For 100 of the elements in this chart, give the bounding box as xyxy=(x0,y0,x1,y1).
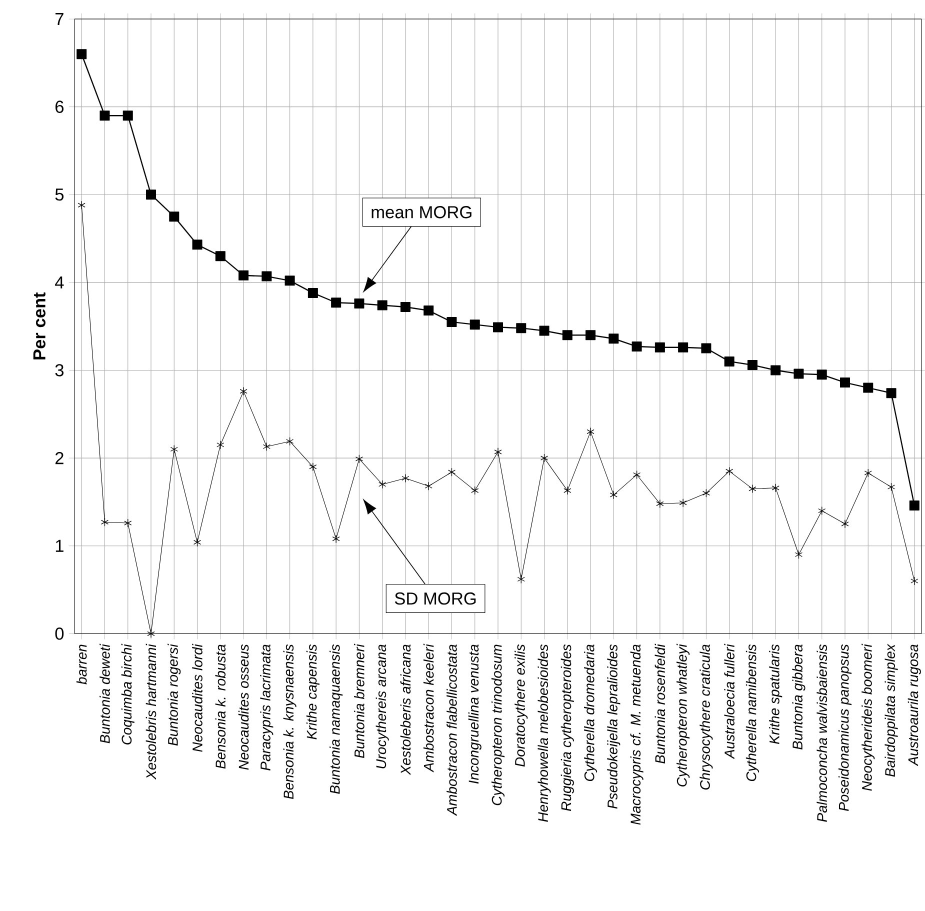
x-tick-label: Cytheropteron trinodosum xyxy=(491,644,505,806)
point xyxy=(424,482,432,490)
point xyxy=(610,490,618,500)
point xyxy=(471,486,479,495)
point xyxy=(841,520,849,528)
point xyxy=(724,356,734,366)
point xyxy=(193,538,202,547)
point xyxy=(378,480,386,489)
point xyxy=(377,300,388,310)
x-tick-label: Bensonia k. knysnaensis xyxy=(283,644,296,800)
point xyxy=(910,576,918,586)
point xyxy=(816,370,827,380)
point xyxy=(864,468,872,478)
point xyxy=(516,323,526,334)
y-tick-label: 4 xyxy=(55,276,64,288)
point xyxy=(564,486,572,495)
y-tick-label: 2 xyxy=(56,452,64,464)
point xyxy=(355,454,363,464)
x-tick-label: Neocaudites osseus xyxy=(238,644,249,770)
point xyxy=(794,550,803,559)
point xyxy=(170,444,178,454)
point xyxy=(470,320,480,330)
point xyxy=(354,298,364,309)
x-tick-label: Bensonia k. robusta xyxy=(215,644,226,769)
point xyxy=(122,110,133,121)
point xyxy=(402,474,410,483)
point xyxy=(309,462,317,472)
point xyxy=(78,200,86,210)
x-tick-label: Doratocythere exilis xyxy=(514,644,528,767)
y-tick-label: 6 xyxy=(56,100,64,113)
point xyxy=(100,518,109,526)
x-tick-label: Neocaudites lordi xyxy=(192,644,202,752)
point xyxy=(100,110,110,121)
point xyxy=(909,500,920,510)
point xyxy=(286,437,294,446)
point xyxy=(169,212,180,222)
point xyxy=(770,365,781,376)
point xyxy=(539,326,550,336)
x-tick-label: Austroaurila rugosa xyxy=(908,644,921,766)
point xyxy=(308,288,318,298)
point xyxy=(772,484,780,492)
point xyxy=(701,343,712,354)
x-tick-label: Bairdoppilata simplex xyxy=(884,644,898,777)
point xyxy=(494,448,502,456)
x-tick-label: barren xyxy=(76,644,87,684)
point xyxy=(192,240,202,250)
x-tick-label: Neocytherideis boomeri xyxy=(862,644,875,791)
y-axis-title: Per cent xyxy=(33,292,46,360)
point xyxy=(608,334,619,344)
x-tick-label: Ambostracon flabellicostata xyxy=(446,644,457,816)
annotation: SD MORG xyxy=(394,592,476,605)
point xyxy=(654,342,665,352)
x-tick-label: Xestolebris hartmanni xyxy=(146,644,156,780)
x-tick-label: Incongruellina venusta xyxy=(468,644,482,784)
point xyxy=(726,466,734,476)
x-tick-label: Henryhowella melobesioides xyxy=(538,644,551,822)
point xyxy=(656,499,664,508)
x-tick-label: Xestoleberis africana xyxy=(400,644,411,776)
point xyxy=(586,330,596,340)
x-tick-label: Pseudokeijella lepralioides xyxy=(607,644,620,809)
x-tick-label: Buntonia rosenfeldi xyxy=(654,644,666,764)
point xyxy=(886,388,896,398)
point xyxy=(887,482,896,492)
x-tick-label: Cytherella dromedaria xyxy=(584,644,598,782)
point xyxy=(331,298,342,308)
point xyxy=(332,534,340,544)
x-tick-label: Buntonia bremneri xyxy=(354,644,364,758)
point xyxy=(562,330,572,340)
point xyxy=(448,468,456,476)
point xyxy=(633,470,641,480)
point xyxy=(262,442,270,451)
x-tick-label: Coquimba birchi xyxy=(121,644,134,744)
point xyxy=(678,342,688,352)
point xyxy=(284,276,295,286)
point xyxy=(215,251,226,262)
x-tick-label: Urocythereis arcana xyxy=(376,644,389,768)
x-tick-label: Cytheropteron whatleyi xyxy=(676,644,690,786)
point xyxy=(76,49,87,60)
y-tick-label: 3 xyxy=(55,364,64,376)
point xyxy=(238,270,249,280)
x-tick-label: Palmoconcha walvisbaiensis xyxy=(816,644,828,822)
point xyxy=(124,518,132,528)
x-tick-label: Ruggieria cytheropteroides xyxy=(560,644,574,811)
point xyxy=(540,454,548,462)
point xyxy=(748,484,756,494)
point xyxy=(146,190,156,200)
point xyxy=(840,378,850,388)
y-tick-label: 0 xyxy=(55,628,64,640)
point xyxy=(747,360,758,370)
point xyxy=(863,382,874,393)
y-tick-label: 5 xyxy=(55,188,64,201)
point xyxy=(493,322,504,332)
point xyxy=(240,386,248,396)
point xyxy=(702,488,710,498)
point xyxy=(794,368,804,379)
point xyxy=(400,302,410,312)
point xyxy=(679,498,687,508)
annotation: mean MORG xyxy=(372,206,472,218)
point xyxy=(517,574,525,584)
point xyxy=(632,342,642,352)
